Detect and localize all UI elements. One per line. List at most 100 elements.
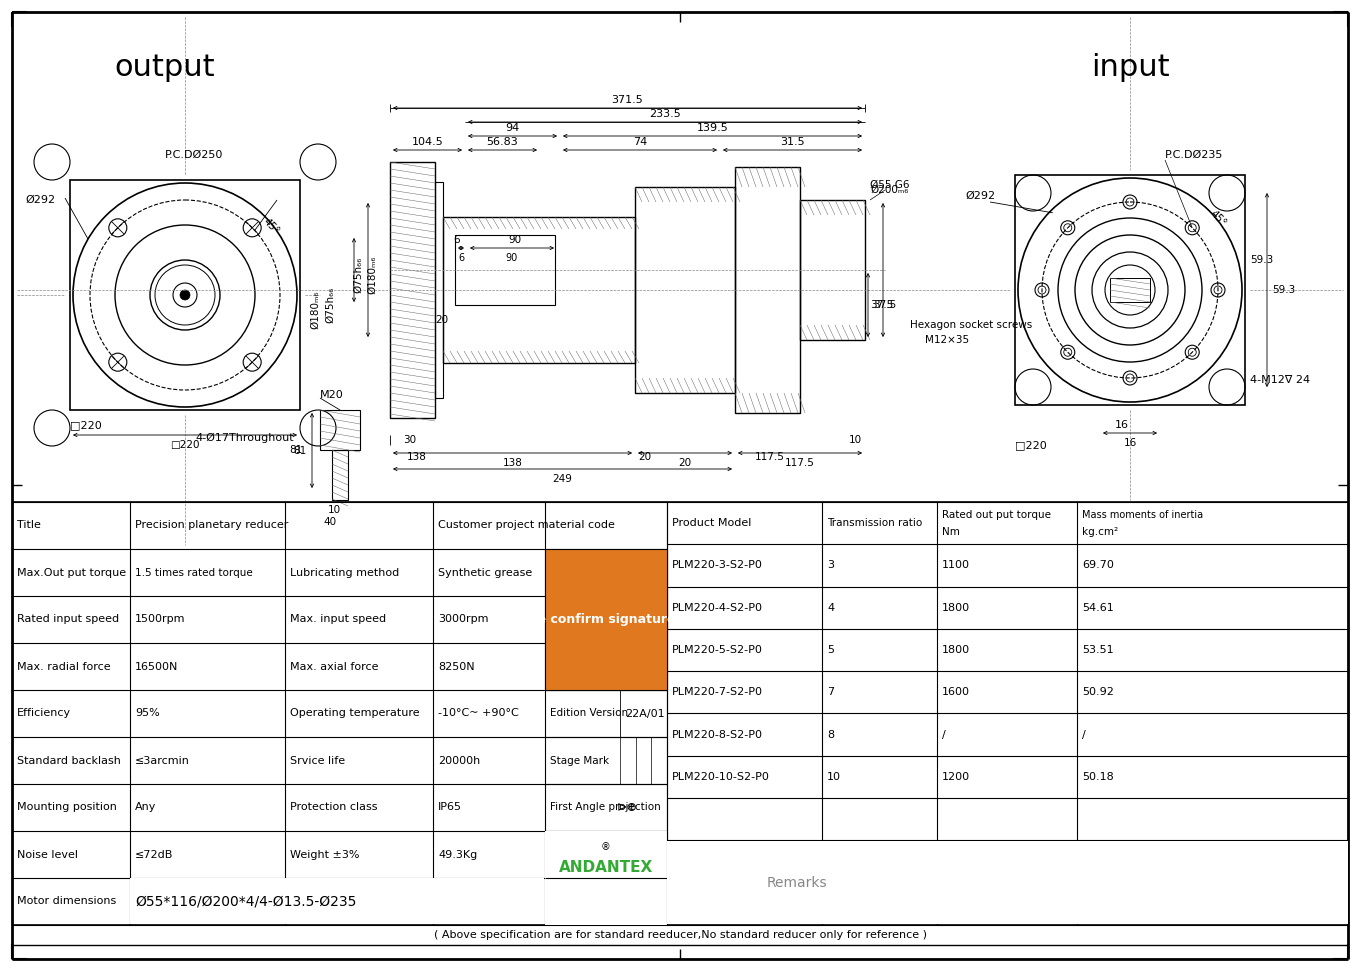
Bar — [435, 182, 443, 398]
Text: Max. radial force: Max. radial force — [16, 661, 110, 672]
Text: 50.18: 50.18 — [1083, 772, 1114, 782]
Text: 16500N: 16500N — [135, 661, 178, 672]
Text: Srvice life: Srvice life — [290, 755, 345, 765]
Text: 69.70: 69.70 — [1083, 560, 1114, 570]
Text: 74: 74 — [632, 137, 647, 147]
Text: Operating temperature: Operating temperature — [290, 709, 420, 719]
Text: IP65: IP65 — [438, 802, 462, 813]
Text: 56.83: 56.83 — [487, 137, 518, 147]
Bar — [635, 187, 734, 393]
Text: PLM220-10-S2-P0: PLM220-10-S2-P0 — [672, 772, 770, 782]
Text: 59.3: 59.3 — [1272, 285, 1295, 295]
Text: 45°: 45° — [261, 217, 282, 237]
Text: 8250N: 8250N — [438, 661, 475, 672]
Text: 16: 16 — [1115, 420, 1129, 430]
Text: Standard backlash: Standard backlash — [16, 755, 121, 765]
Text: Mounting position: Mounting position — [16, 802, 117, 813]
Text: 6: 6 — [454, 235, 460, 245]
Text: Ø292: Ø292 — [966, 191, 996, 201]
Text: ®: ® — [601, 843, 611, 853]
Text: ANDANTEX: ANDANTEX — [559, 860, 653, 875]
Text: Ø200ₘ₆: Ø200ₘ₆ — [870, 185, 908, 195]
Text: □220: □220 — [1015, 440, 1047, 450]
Text: PLM220-4-S2-P0: PLM220-4-S2-P0 — [672, 603, 763, 613]
Text: Ø180ₘ₆: Ø180ₘ₆ — [367, 255, 377, 294]
Text: 1.5 times rated torque: 1.5 times rated torque — [135, 567, 253, 578]
Text: 1800: 1800 — [942, 645, 970, 655]
Text: 10: 10 — [849, 435, 862, 445]
Text: Precision planetary reducer: Precision planetary reducer — [135, 520, 288, 530]
Bar — [332, 450, 348, 500]
Text: First Angle projection: First Angle projection — [549, 802, 661, 813]
Text: 81: 81 — [294, 446, 307, 455]
Text: Max.Out put torque: Max.Out put torque — [16, 567, 126, 578]
Text: 3: 3 — [827, 560, 834, 570]
Text: 54.61: 54.61 — [1083, 603, 1114, 613]
Bar — [69, 180, 301, 410]
Text: 40: 40 — [324, 517, 336, 527]
Text: 22A/01: 22A/01 — [626, 709, 665, 719]
Text: □220: □220 — [69, 420, 102, 430]
Text: Lubricating method: Lubricating method — [290, 567, 400, 578]
Text: input: input — [1091, 53, 1170, 83]
Text: 139.5: 139.5 — [696, 123, 729, 133]
Text: Nm: Nm — [942, 526, 960, 537]
Text: Efficiency: Efficiency — [16, 709, 71, 719]
Text: 4-M12∇ 24: 4-M12∇ 24 — [1250, 375, 1310, 385]
Bar — [545, 549, 666, 690]
Text: Product Model: Product Model — [672, 519, 751, 528]
Text: Stage Mark: Stage Mark — [549, 755, 609, 765]
Text: Ø55*116/Ø200*4/4-Ø13.5-Ø235: Ø55*116/Ø200*4/4-Ø13.5-Ø235 — [135, 894, 356, 909]
Text: Remarks: Remarks — [767, 876, 828, 889]
Text: 10: 10 — [328, 505, 340, 515]
Bar — [443, 217, 635, 363]
Text: ( Above specification are for standard reeducer,No standard reducer only for ref: ( Above specification are for standard r… — [434, 930, 926, 940]
Text: 59.3: 59.3 — [1250, 255, 1273, 265]
Text: 7: 7 — [827, 687, 834, 697]
Text: PLM220-8-S2-P0: PLM220-8-S2-P0 — [672, 729, 763, 740]
Bar — [545, 831, 666, 925]
Text: 138: 138 — [503, 458, 522, 468]
Text: 117.5: 117.5 — [755, 452, 785, 462]
Text: Noise level: Noise level — [16, 850, 78, 859]
Text: 50.92: 50.92 — [1083, 687, 1114, 697]
Text: 20: 20 — [435, 315, 449, 325]
Text: 249: 249 — [552, 474, 573, 484]
Text: ≤72dB: ≤72dB — [135, 850, 173, 859]
Text: Any: Any — [135, 802, 156, 813]
Bar — [456, 235, 555, 305]
Text: Transmission ratio: Transmission ratio — [827, 519, 922, 528]
Text: 95%: 95% — [135, 709, 159, 719]
Text: 104.5: 104.5 — [412, 137, 443, 147]
Text: 138: 138 — [407, 452, 427, 462]
Text: 90: 90 — [506, 253, 518, 263]
Text: Ø180ₘ₆: Ø180ₘ₆ — [310, 290, 320, 329]
Text: PLM220-3-S2-P0: PLM220-3-S2-P0 — [672, 560, 763, 570]
Text: 5: 5 — [827, 645, 834, 655]
Text: M20: M20 — [320, 390, 344, 400]
Text: ≤3arcmin: ≤3arcmin — [135, 755, 190, 765]
Text: Max. axial force: Max. axial force — [290, 661, 378, 672]
Text: 4-Ø17Throughout: 4-Ø17Throughout — [194, 433, 294, 443]
Text: M12×35: M12×35 — [925, 335, 970, 345]
Bar — [666, 841, 1348, 924]
Text: Edition Version: Edition Version — [549, 709, 628, 719]
Text: Ø55 G6: Ø55 G6 — [870, 180, 910, 190]
Text: Remarks: Remarks — [672, 899, 721, 909]
Text: -10°C~ +90°C: -10°C~ +90°C — [438, 709, 518, 719]
Bar — [800, 200, 865, 340]
Text: 16: 16 — [1123, 438, 1137, 448]
Text: 8: 8 — [827, 729, 834, 740]
Text: 30: 30 — [404, 435, 416, 445]
Text: 20: 20 — [638, 452, 651, 462]
Text: kg.cm²: kg.cm² — [1083, 526, 1118, 537]
Text: 1500rpm: 1500rpm — [135, 615, 185, 624]
Text: 1200: 1200 — [942, 772, 970, 782]
Text: 45°: 45° — [1209, 209, 1228, 228]
Text: 1800: 1800 — [942, 603, 970, 613]
Text: 10: 10 — [827, 772, 840, 782]
Text: PLM220-7-S2-P0: PLM220-7-S2-P0 — [672, 687, 763, 697]
Text: Synthetic grease: Synthetic grease — [438, 567, 532, 578]
Text: Customer project material code: Customer project material code — [438, 520, 615, 530]
Bar — [131, 879, 544, 924]
